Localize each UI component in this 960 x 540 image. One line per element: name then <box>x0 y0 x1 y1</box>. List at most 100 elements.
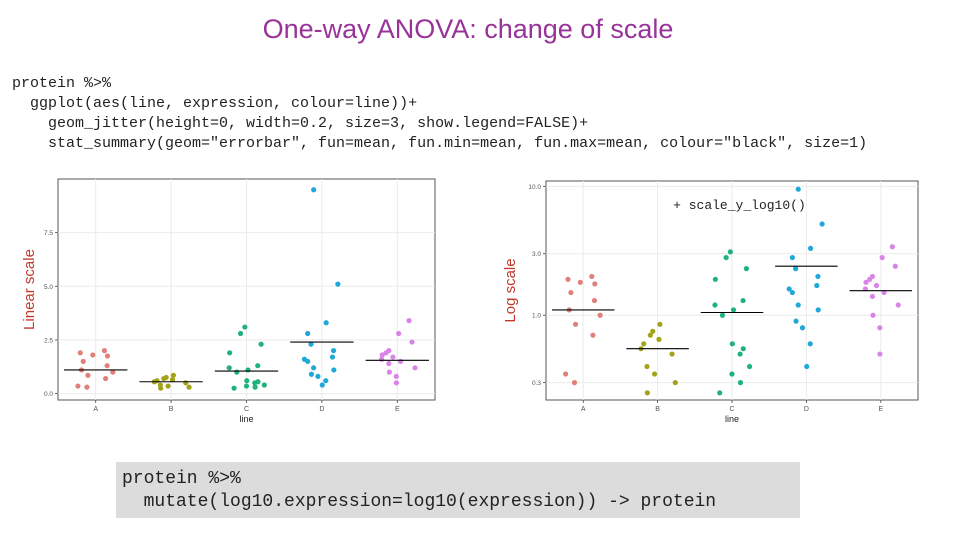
data-point <box>795 186 801 192</box>
data-point <box>873 282 880 289</box>
data-point <box>101 348 107 354</box>
data-point <box>379 352 385 358</box>
data-point <box>877 351 883 357</box>
data-point <box>657 321 663 327</box>
data-point <box>331 367 337 373</box>
data-point <box>807 341 813 347</box>
data-point <box>672 380 678 386</box>
data-point <box>589 273 595 280</box>
data-point <box>244 378 250 384</box>
y-tick-label: 2.5 <box>44 337 53 344</box>
data-point <box>877 325 883 331</box>
data-point <box>808 245 814 251</box>
data-point <box>104 363 110 369</box>
data-point <box>644 390 650 396</box>
data-point <box>863 279 869 285</box>
data-point <box>889 244 895 250</box>
data-point <box>396 330 402 337</box>
data-point <box>252 384 258 390</box>
data-point <box>795 302 801 308</box>
data-point <box>398 358 404 364</box>
data-point <box>305 330 311 337</box>
data-point <box>261 382 267 388</box>
data-point <box>737 351 743 357</box>
data-point <box>717 390 723 396</box>
data-point <box>330 348 337 354</box>
data-point <box>815 273 821 280</box>
data-point <box>245 367 251 373</box>
data-point <box>335 281 341 287</box>
data-point <box>815 307 821 313</box>
data-point <box>186 384 192 390</box>
data-point <box>390 354 396 360</box>
data-point <box>406 318 412 324</box>
data-point <box>311 365 317 371</box>
data-point <box>597 312 603 318</box>
y-tick-label: 7.5 <box>44 230 53 237</box>
data-point <box>644 363 650 370</box>
x-tick-label: A <box>581 406 586 413</box>
data-point <box>793 318 799 324</box>
data-point <box>746 363 753 370</box>
data-point <box>895 302 901 308</box>
data-point <box>255 363 261 369</box>
data-point <box>110 369 116 375</box>
data-point <box>243 383 250 389</box>
data-point <box>237 330 244 337</box>
data-point <box>80 358 86 364</box>
data-point <box>729 341 735 347</box>
data-point <box>571 380 578 386</box>
data-point <box>305 358 311 364</box>
data-point <box>591 297 598 304</box>
data-point <box>719 312 726 318</box>
data-point <box>740 346 746 352</box>
data-point <box>572 321 579 327</box>
data-point <box>226 365 232 371</box>
data-point <box>252 380 258 386</box>
data-point <box>379 356 385 362</box>
data-point <box>308 341 314 347</box>
data-point <box>727 249 733 255</box>
data-point <box>329 354 336 360</box>
y-tick-label: 0.0 <box>44 391 53 398</box>
code-line: stat_summary(geom="errorbar", fun=mean, … <box>12 135 868 152</box>
data-point <box>577 279 583 285</box>
slide-title: One-way ANOVA: change of scale <box>262 14 674 44</box>
data-point <box>737 380 744 386</box>
data-point <box>712 302 718 308</box>
data-point <box>786 286 792 292</box>
data-point <box>879 254 885 261</box>
y-tick-label: 5.0 <box>44 284 53 291</box>
data-point <box>814 282 820 289</box>
data-point <box>793 266 799 272</box>
y-tick-label: 3.0 <box>532 251 541 258</box>
data-point <box>90 352 96 358</box>
x-tick-label: B <box>655 406 660 413</box>
data-point <box>651 371 658 377</box>
data-point <box>323 320 329 326</box>
data-point <box>386 369 392 375</box>
data-point <box>563 371 569 377</box>
data-point <box>258 341 264 347</box>
y-axis-label: Log scale <box>502 258 519 322</box>
x-tick-label: E <box>395 406 400 413</box>
data-point <box>712 276 718 282</box>
y-tick-label: 10.0 <box>528 184 541 191</box>
data-point <box>308 371 315 377</box>
data-point <box>870 312 876 318</box>
y-tick-label: 0.3 <box>532 380 541 387</box>
x-tick-label: C <box>729 406 734 413</box>
data-point <box>647 332 653 338</box>
x-tick-label: B <box>169 406 174 413</box>
y-tick-label: 1.0 <box>532 313 541 320</box>
data-point <box>75 383 81 389</box>
data-point <box>315 373 321 379</box>
data-point <box>869 293 876 300</box>
data-point <box>730 307 737 313</box>
data-point <box>84 384 90 390</box>
data-point <box>85 372 91 378</box>
data-point <box>669 351 675 357</box>
x-axis-label: line <box>725 414 739 424</box>
code-line: protein %>% <box>12 75 112 92</box>
